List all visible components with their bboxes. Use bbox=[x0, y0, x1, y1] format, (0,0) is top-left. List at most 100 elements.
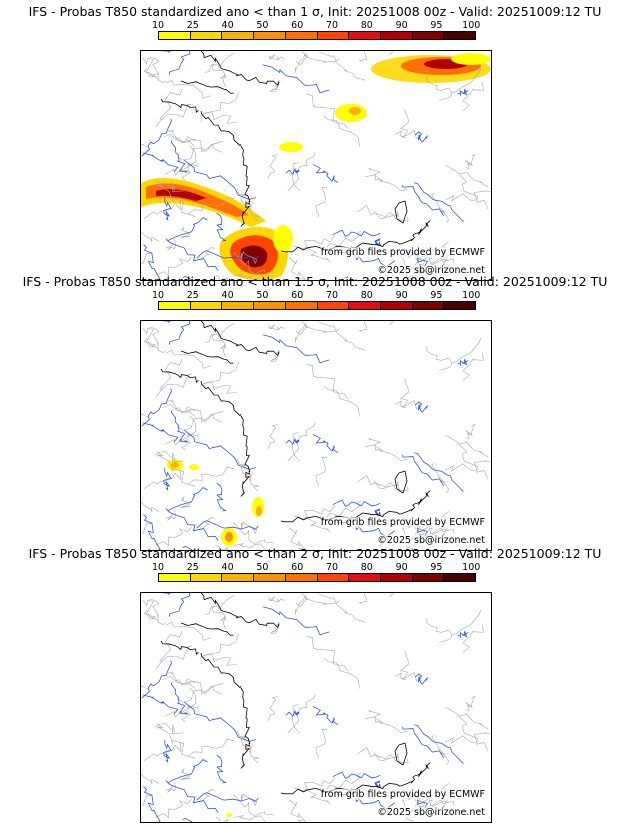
admin-border bbox=[205, 595, 234, 615]
admin-border bbox=[319, 594, 366, 623]
admin-border bbox=[358, 593, 368, 604]
admin-border bbox=[166, 671, 196, 686]
colorbar-tick-label: 100 bbox=[462, 20, 481, 31]
river bbox=[143, 514, 161, 550]
river bbox=[196, 792, 259, 802]
colorbar-tick-label: 90 bbox=[395, 562, 408, 573]
admin-border bbox=[288, 799, 306, 822]
river bbox=[165, 780, 219, 814]
admin-border bbox=[315, 186, 328, 218]
map-panel-1-5sigma: IFS - Probas T850 standardized ano < tha… bbox=[0, 274, 630, 551]
admin-border bbox=[465, 423, 476, 440]
map-panel-1sigma: IFS - Probas T850 standardized ano < tha… bbox=[0, 4, 630, 281]
river bbox=[374, 238, 381, 246]
colorbar-ticks: 10 25 40 50 60 70 80 90 95 100 bbox=[148, 290, 488, 301]
river bbox=[332, 499, 381, 507]
probability-map: from grib files provided by ECMWF ©2025 … bbox=[140, 320, 492, 551]
river bbox=[183, 701, 257, 742]
admin-border bbox=[399, 650, 410, 679]
admin-border bbox=[267, 153, 278, 180]
admin-border bbox=[365, 444, 408, 462]
colorbar-segment bbox=[411, 574, 444, 581]
colorbar-segment bbox=[316, 302, 349, 309]
coastline bbox=[235, 616, 280, 629]
coastline bbox=[240, 415, 251, 473]
coastline bbox=[410, 762, 431, 784]
admin-border bbox=[431, 192, 450, 223]
colorbar-tick-label: 90 bbox=[395, 20, 408, 31]
coastline bbox=[410, 490, 431, 512]
coastline bbox=[280, 787, 352, 795]
admin-border bbox=[143, 199, 182, 219]
admin-border bbox=[154, 451, 184, 462]
river bbox=[141, 118, 172, 157]
admin-border bbox=[177, 683, 224, 703]
colorbar-tick-label: 60 bbox=[291, 20, 304, 31]
admin-border bbox=[156, 185, 195, 218]
admin-border bbox=[181, 687, 197, 723]
colorbar-segment bbox=[443, 574, 476, 581]
coastline bbox=[200, 51, 239, 76]
coastline bbox=[160, 98, 199, 113]
admin-border bbox=[373, 210, 409, 222]
colorbar-tick-label: 70 bbox=[325, 20, 339, 31]
admin-border bbox=[293, 505, 335, 519]
map-panel-2sigma: IFS - Probas T850 standardized ano < tha… bbox=[0, 546, 630, 823]
river bbox=[141, 388, 172, 427]
river bbox=[262, 334, 330, 364]
coastline bbox=[280, 515, 352, 523]
colorbar-ticks: 10 25 40 50 60 70 80 90 95 100 bbox=[148, 562, 488, 573]
admin-border bbox=[188, 738, 235, 756]
colorbar-tick-label: 95 bbox=[430, 562, 443, 573]
admin-border bbox=[445, 460, 491, 472]
map-canvas bbox=[141, 321, 491, 550]
coastline bbox=[180, 80, 234, 94]
admin-border bbox=[368, 437, 383, 452]
admin-border bbox=[358, 51, 368, 62]
admin-border bbox=[232, 522, 266, 550]
colorbar-segment bbox=[348, 32, 380, 39]
admin-border bbox=[181, 415, 197, 451]
admin-border bbox=[143, 338, 160, 351]
colorbar-tick-label: 100 bbox=[462, 562, 481, 573]
colorbar bbox=[158, 31, 476, 40]
admin-border bbox=[142, 57, 154, 78]
admin-border bbox=[296, 55, 340, 66]
admin-border bbox=[177, 408, 222, 423]
admin-border bbox=[211, 334, 227, 358]
admin-border bbox=[143, 68, 160, 81]
colorbar-segment bbox=[253, 32, 285, 39]
river bbox=[170, 140, 188, 173]
admin-border bbox=[149, 56, 166, 84]
admin-border bbox=[373, 752, 409, 764]
admin-border bbox=[156, 727, 195, 760]
admin-border bbox=[389, 321, 394, 326]
admin-border bbox=[292, 432, 300, 462]
panel-title: IFS - Probas T850 standardized ano < tha… bbox=[28, 546, 602, 561]
corsica-coastline bbox=[394, 742, 408, 766]
colorbar-tick-label: 90 bbox=[395, 290, 408, 301]
river bbox=[163, 197, 172, 221]
river bbox=[402, 184, 445, 217]
admin-border bbox=[292, 162, 300, 192]
admin-border bbox=[269, 350, 281, 362]
copyright-credit: ©2025 sb@irizone.net bbox=[377, 535, 485, 546]
river bbox=[216, 212, 227, 242]
admin-border bbox=[269, 622, 281, 634]
colorbar-tick-label: 25 bbox=[186, 290, 199, 301]
admin-border bbox=[202, 653, 238, 666]
colorbar-segment bbox=[316, 32, 349, 39]
coastline bbox=[200, 380, 242, 417]
admin-border bbox=[164, 134, 195, 146]
admin-border bbox=[205, 323, 234, 343]
admin-border bbox=[296, 597, 340, 608]
river bbox=[196, 250, 259, 260]
admin-border bbox=[395, 399, 421, 410]
admin-border bbox=[165, 621, 211, 641]
admin-border bbox=[141, 773, 160, 784]
admin-border bbox=[215, 816, 229, 822]
admin-border bbox=[395, 671, 421, 682]
admin-border bbox=[177, 680, 222, 695]
admin-border bbox=[141, 522, 152, 534]
coastline bbox=[350, 238, 414, 249]
